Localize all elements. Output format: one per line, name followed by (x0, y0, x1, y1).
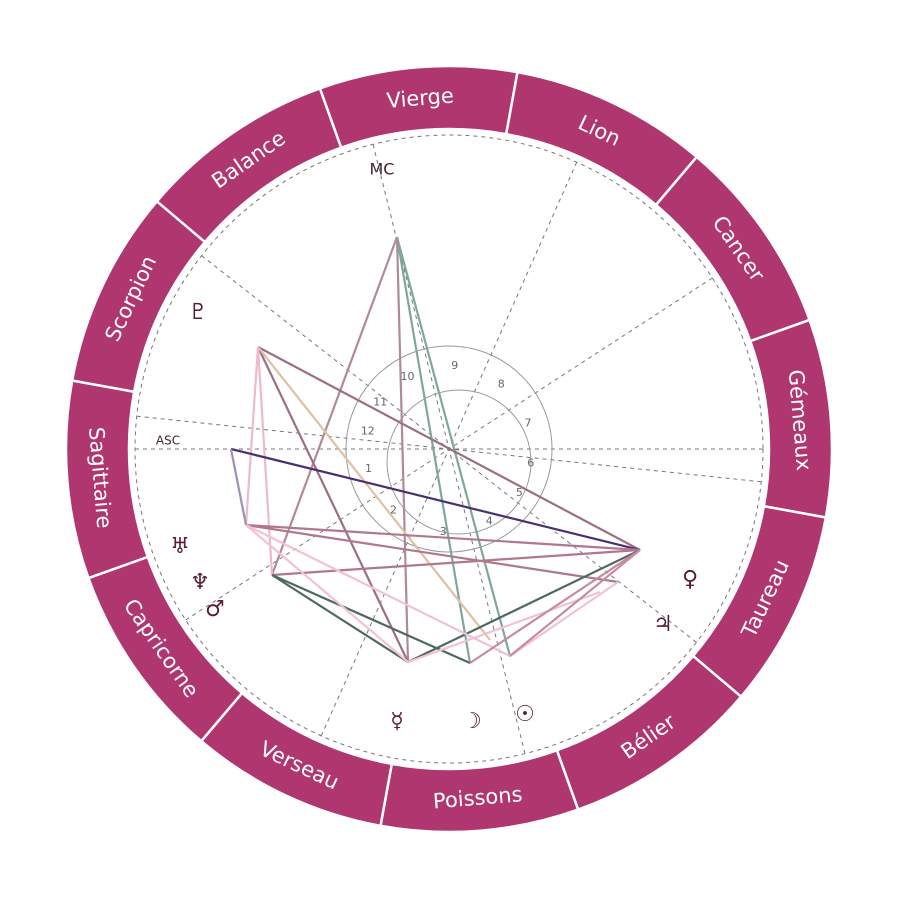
planet-glyph: ♀ (682, 567, 698, 592)
aspect (229, 448, 248, 526)
planet-glyph: ♇ (188, 300, 208, 325)
house-number: 5 (516, 486, 523, 499)
house-number: 8 (498, 377, 505, 390)
aspect-lines (229, 236, 641, 665)
house-ring-outer (345, 345, 553, 553)
mc-label: MC (370, 160, 395, 179)
aspect (270, 236, 410, 663)
planet-glyph: ☽ (462, 709, 482, 734)
sign-label: Vierge (386, 83, 455, 112)
house-number: 11 (373, 396, 387, 409)
house-number: 1 (365, 462, 372, 475)
planet-glyph: ♃ (653, 612, 673, 637)
aspect (395, 236, 512, 664)
aspect (271, 549, 641, 665)
zodiac-ring (64, 64, 834, 834)
aspect (245, 523, 641, 584)
house-number: 6 (527, 456, 534, 469)
aspect (244, 346, 274, 576)
house-ring-inner (386, 389, 532, 535)
aspect (469, 549, 641, 664)
planet-glyph: ☉ (515, 702, 535, 727)
planet-glyph: ♆ (190, 570, 210, 595)
house-number: 2 (390, 504, 397, 517)
asc-label: ASC (156, 434, 180, 448)
planet-glyph: ♅ (170, 534, 190, 559)
planet-glyph: ♂ (205, 597, 225, 622)
house-number: 3 (440, 525, 447, 538)
house-number: 9 (451, 359, 458, 372)
planet-glyph: ☿ (390, 709, 404, 734)
sign-segment (155, 86, 343, 244)
aspect (257, 346, 491, 641)
house-number: 4 (486, 515, 493, 528)
house-number: 7 (524, 416, 531, 429)
aspect (230, 447, 641, 552)
house-number: 12 (361, 425, 375, 438)
aspect (257, 346, 641, 663)
house-number: 10 (401, 370, 415, 383)
